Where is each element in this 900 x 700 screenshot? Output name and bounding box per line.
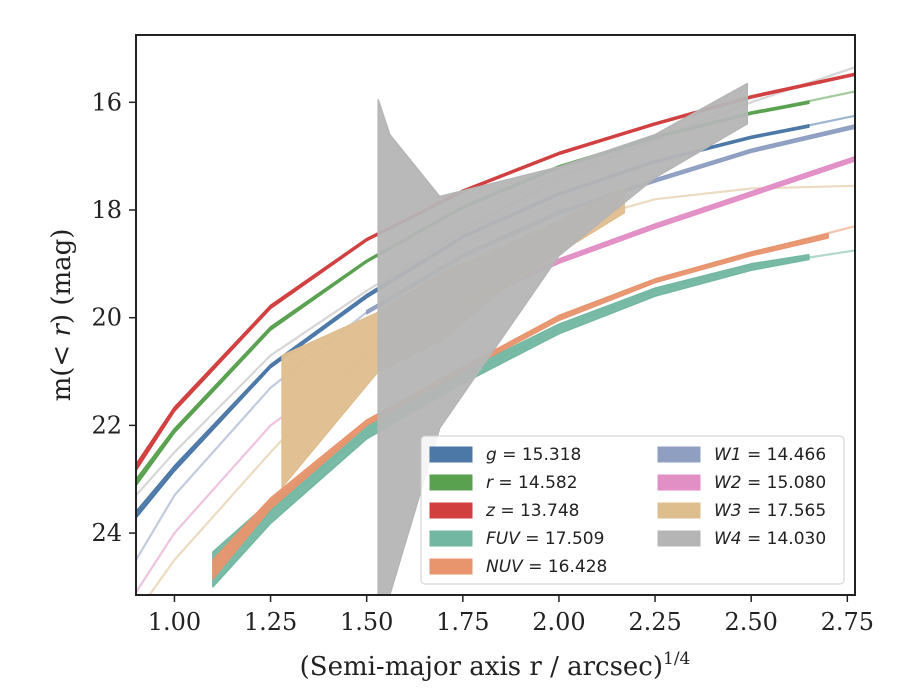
legend: g = 15.318 r = 14.582 z = 13.748 FUV = 17.5… bbox=[420, 435, 845, 585]
y-axis-label-part-2: < r bbox=[47, 323, 77, 367]
x-tick-label: 1.75 bbox=[436, 608, 489, 636]
legend-swatch-g bbox=[429, 446, 473, 463]
y-tick-label: 22 bbox=[91, 411, 122, 439]
y-tick-label: 16 bbox=[91, 88, 122, 116]
legend-swatch-z bbox=[429, 502, 473, 519]
legend-label-r: r = 14.582 bbox=[486, 473, 578, 493]
y-tick-label: 18 bbox=[91, 196, 122, 224]
x-axis-label-main: (Semi-major axis r / arcsec) bbox=[300, 652, 663, 682]
legend-swatch-w1 bbox=[657, 446, 701, 463]
legend-label-g: g = 15.318 bbox=[486, 445, 581, 465]
y-axis-label: m(< r) (mag) bbox=[47, 229, 77, 402]
legend-swatch-nuv bbox=[429, 558, 473, 575]
x-tick-label: 1.00 bbox=[148, 608, 201, 636]
y-tick-label: 20 bbox=[91, 304, 122, 332]
legend-label-w4: W4 = 14.030 bbox=[714, 529, 826, 549]
plot-frame bbox=[135, 34, 856, 596]
profile-band-g bbox=[136, 124, 810, 519]
legend-label-nuv: NUV = 16.428 bbox=[486, 557, 607, 577]
legend-swatch-w3 bbox=[657, 502, 701, 519]
profile-band-z bbox=[136, 72, 855, 472]
profile-band-r bbox=[136, 100, 810, 487]
axes-frame bbox=[135, 34, 856, 596]
x-tick-label: 2.50 bbox=[724, 608, 777, 636]
y-axis-ticks: 16 18 20 22 24 bbox=[91, 88, 136, 547]
x-tick-label: 1.50 bbox=[340, 608, 393, 636]
legend-swatch-w4 bbox=[657, 530, 701, 547]
x-axis-label-exponent: 1/4 bbox=[663, 649, 690, 669]
legend-label-w2: W2 = 15.080 bbox=[714, 473, 826, 493]
legend-swatch-fuv bbox=[429, 530, 473, 547]
x-tick-label: 2.00 bbox=[532, 608, 585, 636]
legend-label-z: z = 13.748 bbox=[485, 501, 579, 521]
y-axis-label-part-3: ) (mag) bbox=[47, 229, 77, 325]
legend-swatch-r bbox=[429, 474, 473, 491]
profile-band-w4 bbox=[377, 82, 749, 595]
legend-label-w3: W3 = 17.565 bbox=[714, 501, 826, 521]
y-axis-label-part-1: m( bbox=[47, 367, 77, 402]
legend-box bbox=[420, 435, 845, 585]
x-axis-ticks: 1.00 1.25 1.50 1.75 2.00 2.25 2.50 2.75 bbox=[148, 595, 874, 636]
profile-bands bbox=[136, 72, 855, 595]
x-axis-label: (Semi-major axis r / arcsec)1/4 bbox=[300, 649, 691, 682]
legend-swatch-w2 bbox=[657, 474, 701, 491]
x-tick-label: 2.25 bbox=[628, 608, 681, 636]
legend-label-fuv: FUV = 17.509 bbox=[486, 529, 604, 549]
x-tick-label: 1.25 bbox=[244, 608, 297, 636]
legend-label-w1: W1 = 14.466 bbox=[714, 445, 826, 465]
y-tick-label: 24 bbox=[91, 519, 122, 547]
x-tick-label: 2.75 bbox=[821, 608, 874, 636]
